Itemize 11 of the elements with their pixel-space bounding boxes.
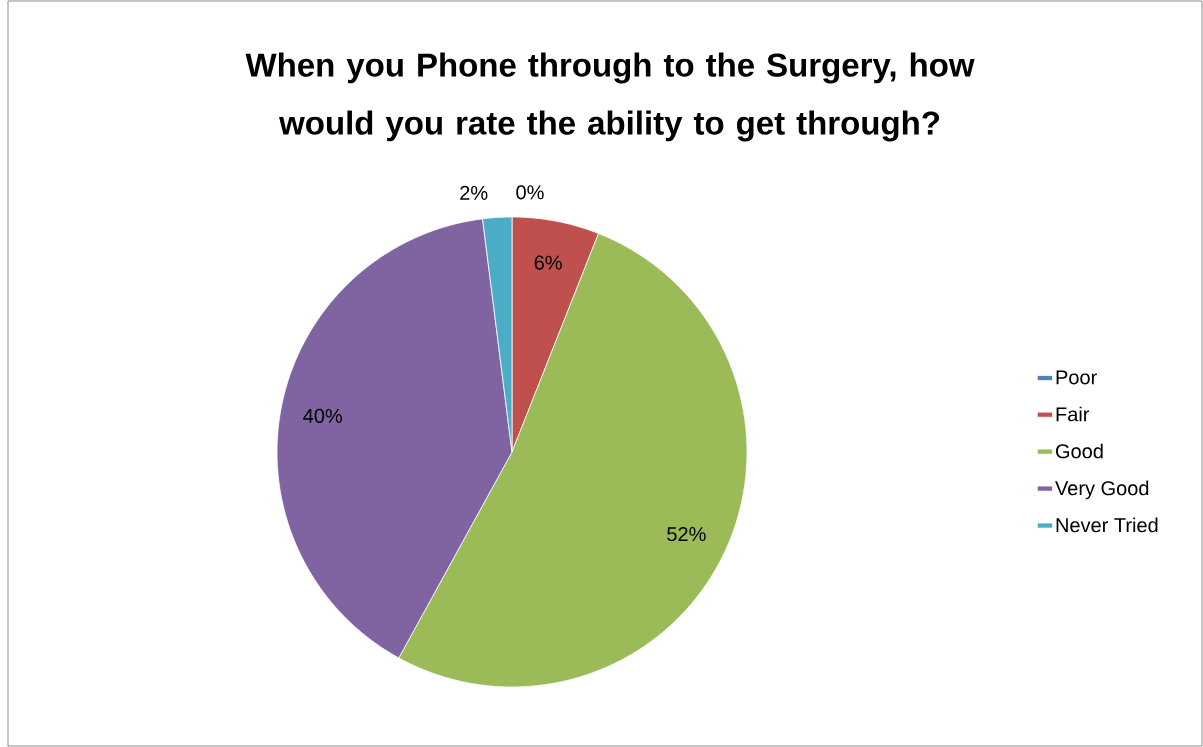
legend-label: Good xyxy=(1056,443,1103,459)
legend-label: Very Good xyxy=(1055,480,1149,500)
data-label: 6% xyxy=(534,255,562,270)
data-label: 40% xyxy=(303,408,343,423)
legend-label: Poor xyxy=(1056,370,1097,385)
legend-label: Never Tried xyxy=(1056,517,1158,533)
data-label: 2% xyxy=(460,185,488,200)
chart-title: When you Phone through to the Surgery, how would you rate the ability to get through? xyxy=(245,52,975,142)
text: 0% xyxy=(516,185,544,200)
data-label: 52% xyxy=(667,526,706,542)
legend-label: Fair xyxy=(1056,406,1090,422)
